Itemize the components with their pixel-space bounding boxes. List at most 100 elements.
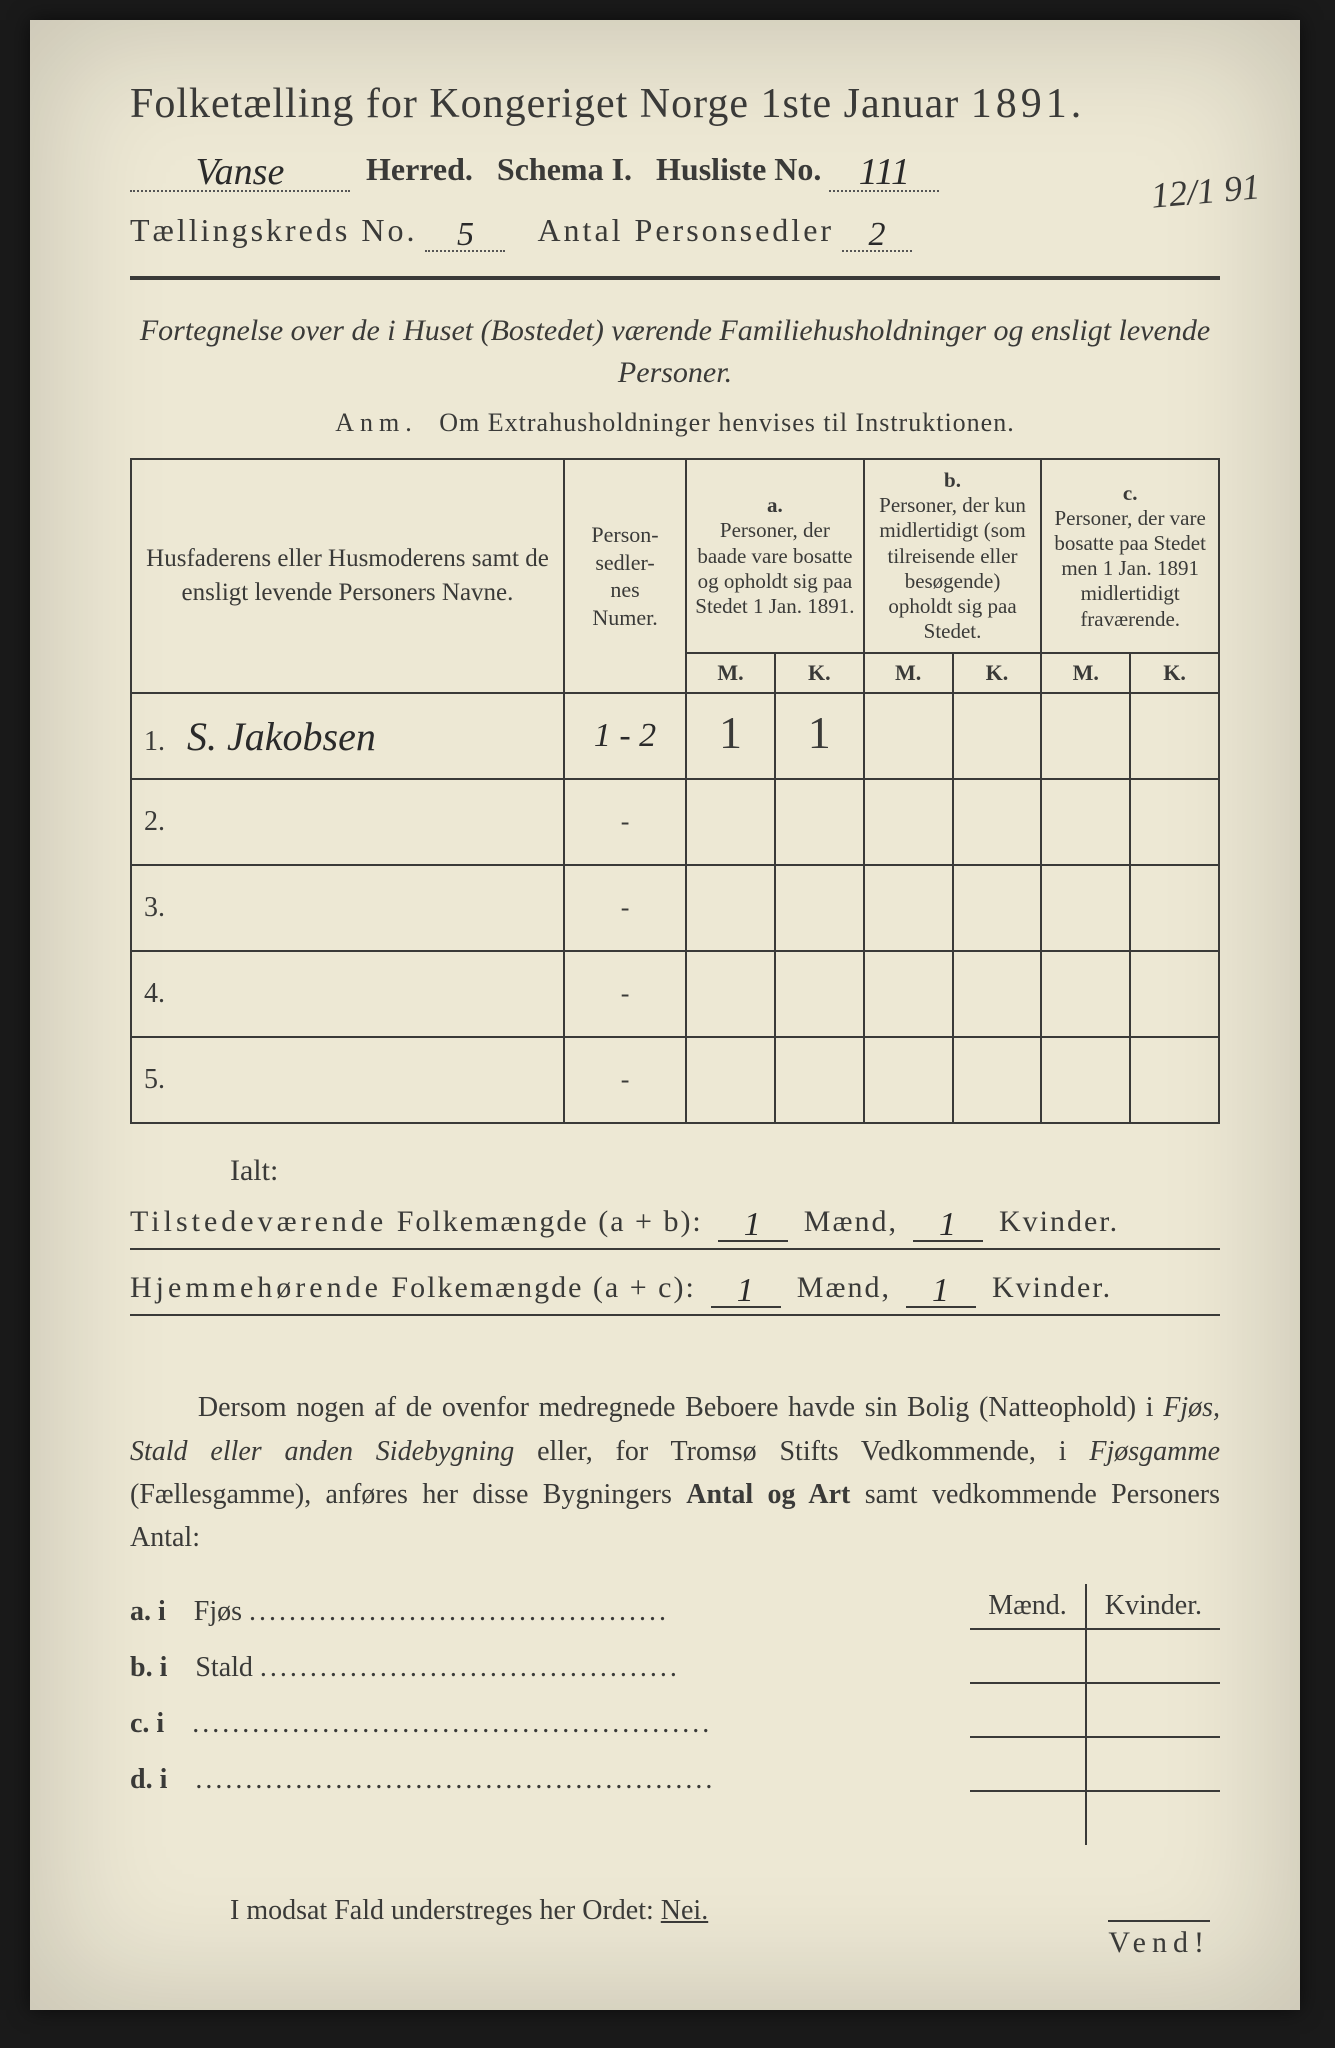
personsedler-label: Antal Personsedler [537,212,834,248]
tot1-lead: Tilstedeværende [130,1205,387,1238]
title-prefix: Folketælling for Kongeriget Norge 1ste J… [130,81,959,127]
schema-label: Schema I. [497,151,632,187]
col-c: c. Personer, der vare bosatte paa Stedet… [1041,459,1219,653]
mk2-d-m [970,1791,1086,1845]
col-names: Husfaderens eller Husmoderens samt de en… [131,459,564,693]
row-c-k [1130,779,1219,865]
tot2-k: 1 [932,1272,951,1310]
row-c-k [1130,1037,1219,1123]
mk2-d-k [1086,1791,1220,1845]
row-b-k [953,1037,1042,1123]
personsedler-field: 2 [842,212,912,252]
tot1-rest: Folkemængde (a + b): [397,1205,703,1238]
row-a-k: 1 [775,693,864,779]
mk-table: Mænd. Kvinder. [970,1584,1220,1845]
document-paper: Folketælling for Kongeriget Norge 1ste J… [30,20,1300,2010]
row-c-m [1041,779,1130,865]
subtitle: Fortegnelse over de i Huset (Bostedet) v… [130,310,1220,394]
anm-line: Anm. Om Extrahusholdninger henvises til … [130,408,1220,438]
row-b-k [953,951,1042,1037]
col-c-m: M. [1041,653,1130,693]
kreds-label: Tællingskreds No. [130,212,417,248]
title: Folketælling for Kongeriget Norge 1ste J… [130,80,1220,128]
abcd-row: c. i ...................................… [130,1696,970,1752]
kreds-field: 5 [425,212,505,252]
tot-maend-2: Mænd, [797,1271,891,1304]
tot2-m: 1 [737,1272,756,1310]
table-row: 1. S. Jakobsen 1 - 2 1 1 [131,693,1219,779]
col-a-m: M. [686,653,775,693]
personsedler-value: 2 [869,216,886,254]
anm-text: Om Extrahusholdninger henvises til Instr… [439,408,1014,437]
row-numer: - [564,779,686,865]
row-a-m: 1 [686,693,775,779]
row-numer: - [564,865,686,951]
herred-field: Vanse [130,146,350,192]
row-a-m [686,779,775,865]
row-a-k [775,951,864,1037]
row-b-k [953,865,1042,951]
tot-maend-1: Mænd, [804,1205,898,1238]
anm-lead: Anm. [335,408,418,437]
header-row-3: Tællingskreds No. 5 Antal Personsedler 2 [130,212,1220,252]
tot-kvinder-2: Kvinder. [992,1271,1112,1304]
row-c-m [1041,865,1130,951]
row-a-k [775,1037,864,1123]
mk2-c-k [1086,1737,1220,1791]
table-row: 4. - [131,951,1219,1037]
row-name: 4. [131,951,564,1037]
col-numer: Person- sedler- nes Numer. [564,459,686,693]
tot-div-2 [130,1314,1220,1316]
row-b-k [953,693,1042,779]
abcd-list: a. i Fjøs ..............................… [130,1584,970,1808]
mk2-maend: Mænd. [970,1584,1086,1629]
herred-label: Herred. [366,151,473,187]
abcd-row: a. i Fjøs ..............................… [130,1584,970,1640]
row-b-k [953,779,1042,865]
row-b-m [864,779,953,865]
table-row: 5. - [131,1037,1219,1123]
husliste-field: 111 [829,146,939,192]
row-a-m [686,951,775,1037]
row-a-m [686,865,775,951]
abcd-row: d. i ...................................… [130,1752,970,1808]
abcd-row: b. i Stald .............................… [130,1640,970,1696]
row-c-m [1041,1037,1130,1123]
mk2-a-k [1086,1629,1220,1683]
divider-1 [130,276,1220,280]
row-b-m [864,693,953,779]
tot-div-1 [130,1248,1220,1250]
row-name: 2. [131,779,564,865]
row-name: 5. [131,1037,564,1123]
nei-word: Nei. [661,1895,708,1926]
row-numer: - [564,1037,686,1123]
title-year: 1891. [971,81,1086,127]
table-row: 3. - [131,865,1219,951]
tot1-m: 1 [744,1206,763,1244]
row-b-m [864,1037,953,1123]
total-line-2: Hjemmehørende Folkemængde (a + c): 1 Mæn… [130,1268,1220,1308]
subtitle-text: Fortegnelse over de i Huset (Bostedet) v… [140,314,1210,389]
nei-line: I modsat Fald understreges her Ordet: Ne… [230,1895,1220,1927]
header-row-2: Vanse Herred. Schema I. Husliste No. 111 [130,146,1220,192]
mk2-a-m [970,1629,1086,1683]
tot1-k: 1 [939,1206,958,1244]
mk2-b-k [1086,1683,1220,1737]
col-b: b. Personer, der kun midlertidigt (som t… [864,459,1042,653]
tot-kvinder-1: Kvinder. [999,1205,1119,1238]
side-building-block: a. i Fjøs ..............................… [130,1584,1220,1845]
row-name: 1. S. Jakobsen [131,693,564,779]
mk2-b-m [970,1683,1086,1737]
row-c-m [1041,951,1130,1037]
row-a-k [775,779,864,865]
vend-label: Vend! [1108,1920,1210,1960]
tot2-rest: Folkemængde (a + c): [391,1271,695,1304]
row-a-m [686,1037,775,1123]
husliste-value: 111 [859,150,910,194]
row-b-m [864,865,953,951]
husliste-label: Husliste No. [656,151,821,187]
ialt-label: Ialt: [230,1154,1220,1188]
col-a: a. Personer, der baade vare bosatte og o… [686,459,864,653]
col-a-k: K. [775,653,864,693]
row-c-k [1130,951,1219,1037]
